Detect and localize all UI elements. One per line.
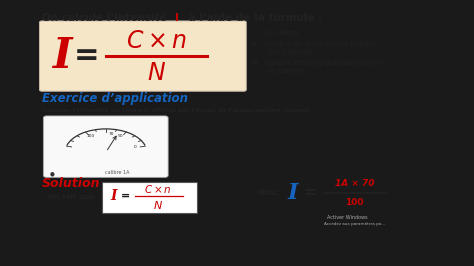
Text: =: =: [303, 184, 317, 202]
Text: 50: 50: [118, 134, 124, 138]
Text: Accédez aux paramètres po...: Accédez aux paramètres po...: [324, 222, 384, 226]
Text: calibre 1A: calibre 1A: [105, 170, 130, 175]
Text: 100: 100: [346, 198, 364, 207]
Text: $\mathit{N}$: $\mathit{N}$: [147, 61, 166, 85]
FancyBboxPatch shape: [102, 182, 197, 213]
Text: On sait que:: On sait que:: [47, 194, 96, 200]
Text: $\mathit{C} \times \mathit{n}$: $\mathit{C} \times \mathit{n}$: [145, 183, 173, 195]
Text: donc:: donc:: [257, 188, 282, 197]
Text: 100: 100: [87, 134, 95, 138]
Text: I: I: [110, 189, 117, 203]
Text: On calcule l’intensité: On calcule l’intensité: [42, 13, 170, 23]
Text: Solution: Solution: [42, 177, 100, 190]
Text: par l’aiguille: par l’aiguille: [269, 49, 314, 55]
Text: à l’aide de la formule :: à l’aide de la formule :: [185, 13, 322, 23]
FancyBboxPatch shape: [39, 21, 246, 91]
Text: Activer Windows: Activer Windows: [328, 214, 368, 219]
Text: $\mathit{C} \times \mathit{n}$: $\mathit{C} \times \mathit{n}$: [126, 29, 187, 53]
Text: I: I: [287, 181, 298, 203]
FancyBboxPatch shape: [43, 116, 168, 177]
Text: I: I: [54, 35, 73, 77]
Text: N : nombre total de graduations sur: N : nombre total de graduations sur: [252, 60, 381, 66]
Text: =: =: [73, 41, 100, 70]
Text: n : nombre de graduations indiqué: n : nombre de graduations indiqué: [252, 40, 377, 48]
Text: le cadran: le cadran: [269, 68, 303, 74]
Text: Calculer l’intensité du courant affiché par l’écran de l’ampèremètre suivant:: Calculer l’intensité du courant affiché …: [42, 107, 311, 113]
Text: $\mathit{N}$: $\mathit{N}$: [154, 199, 164, 211]
Text: 70: 70: [109, 132, 114, 136]
Text: Exercice d’application: Exercice d’application: [42, 92, 188, 105]
Text: I: I: [175, 13, 179, 23]
Text: C : Le calibre: C : Le calibre: [252, 31, 299, 36]
Text: 0: 0: [133, 144, 136, 148]
Text: ●: ●: [50, 171, 55, 176]
Text: =: =: [121, 191, 130, 201]
Text: 1A × 70: 1A × 70: [335, 179, 374, 188]
